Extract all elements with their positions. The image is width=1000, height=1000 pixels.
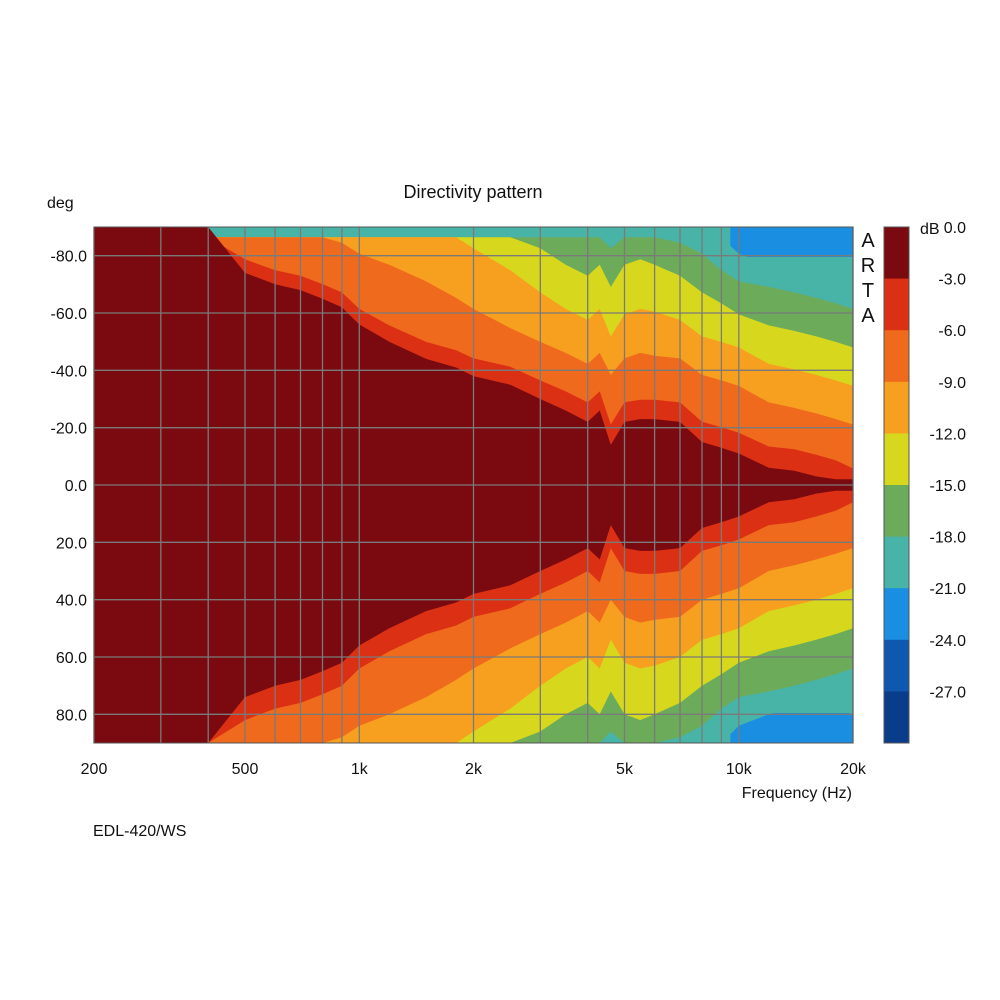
colorbar-swatch xyxy=(884,381,909,434)
colorbar-tick-label: -12.0 xyxy=(930,426,967,443)
y-tick-labels: -80.0 -60.0 -40.0 -20.0 0.0 20.0 40.0 60.0 80.0 xyxy=(51,249,88,725)
x-tick-labels: 200 500 1k 2k 5k 10k 20k xyxy=(81,761,867,778)
chart-title: Directivity pattern xyxy=(403,182,542,202)
arta-letter: R xyxy=(861,255,875,277)
colorbar-swatch xyxy=(884,485,909,538)
x-tick-label: 500 xyxy=(232,761,259,778)
colorbar-unit-label: dB xyxy=(920,221,940,238)
x-tick-label: 200 xyxy=(81,761,108,778)
colorbar-tick-label: -15.0 xyxy=(930,478,967,495)
colorbar-swatch xyxy=(884,588,909,641)
x-tick-label: 1k xyxy=(351,761,369,778)
y-tick-label: 20.0 xyxy=(56,535,87,552)
y-tick-label: -40.0 xyxy=(51,363,88,380)
colorbar-tick-label: -6.0 xyxy=(938,323,966,340)
colorbar-swatch xyxy=(884,227,909,280)
colorbar-swatch xyxy=(884,536,909,589)
x-axis-label: Frequency (Hz) xyxy=(742,785,852,802)
y-tick-label: 60.0 xyxy=(56,650,87,667)
arta-letter: T xyxy=(862,280,874,302)
y-tick-label: 0.0 xyxy=(65,478,87,495)
y-tick-label: -20.0 xyxy=(51,421,88,438)
colorbar-tick-label: -21.0 xyxy=(930,581,967,598)
colorbar-tick-label: -3.0 xyxy=(938,272,966,289)
colorbar-swatch xyxy=(884,691,909,744)
colorbar-swatch xyxy=(884,330,909,383)
plot-area xyxy=(93,226,854,744)
x-tick-label: 2k xyxy=(465,761,483,778)
arta-letter: A xyxy=(861,230,875,252)
x-tick-label: 10k xyxy=(726,761,753,778)
band-21db-top xyxy=(730,227,853,257)
footer-label: EDL-420/WS xyxy=(93,823,186,840)
colorbar-swatch xyxy=(884,639,909,692)
x-tick-label: 5k xyxy=(616,761,634,778)
y-tick-label: 40.0 xyxy=(56,593,87,610)
y-tick-label: -80.0 xyxy=(51,249,88,266)
colorbar-swatch xyxy=(884,433,909,486)
colorbar-tick-label: -27.0 xyxy=(930,684,967,701)
arta-letter: A xyxy=(861,305,875,327)
colorbar-tick-label: 0.0 xyxy=(944,220,966,237)
plot-frame xyxy=(93,226,854,744)
colorbar-tick-label: -9.0 xyxy=(938,375,966,392)
y-tick-label: -60.0 xyxy=(51,306,88,323)
y-tick-label: 80.0 xyxy=(56,707,87,724)
x-tick-label: 20k xyxy=(840,761,867,778)
colorbar: 0.0 -3.0 -6.0 -9.0 -12.0 -15.0 -18.0 -21.0 -24.0… xyxy=(883,220,967,744)
colorbar-frame xyxy=(883,226,910,744)
colorbar-tick-label: -24.0 xyxy=(930,633,967,650)
colorbar-swatch xyxy=(884,278,909,331)
y-axis-label: deg xyxy=(47,195,74,212)
colorbar-tick-label: -18.0 xyxy=(930,530,967,547)
